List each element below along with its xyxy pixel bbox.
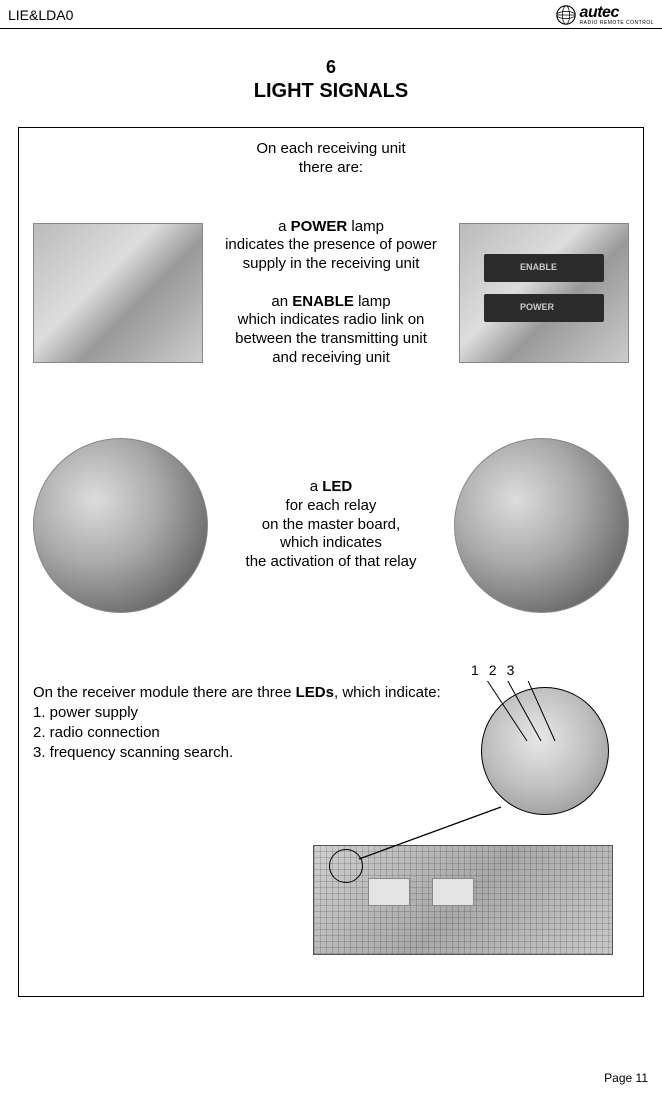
lamps-description: a POWER lamp indicates the presence of p… <box>203 218 459 368</box>
led-pre: a <box>310 478 323 495</box>
enable-pre: an <box>271 293 292 310</box>
led-numbers: 1 2 3 <box>471 661 514 680</box>
chip-2 <box>432 878 474 906</box>
document-id: LIE&LDA0 <box>8 7 73 23</box>
logo: autec RADIO REMOTE CONTROL <box>555 4 654 26</box>
content-box: On each receiving unit there are: a POWE… <box>18 127 644 997</box>
led-l3: which indicates <box>280 534 382 551</box>
recv-post: , which indicate: <box>334 684 441 701</box>
intro-line1: On each receiving unit <box>256 140 405 157</box>
led-image-right <box>454 438 629 613</box>
recv-bold: LEDs <box>296 684 334 701</box>
label-power: POWER <box>520 302 554 312</box>
enable-desc1: which indicates radio link on <box>238 311 425 328</box>
num-1: 1 <box>471 661 479 680</box>
power-word: POWER <box>291 218 348 235</box>
recv-pre: On the receiver module there are three <box>33 684 296 701</box>
enable-desc2: between the transmitting unit <box>235 330 427 347</box>
num-2: 2 <box>489 661 497 680</box>
led-image-left <box>33 438 208 613</box>
power-pre: a <box>278 218 291 235</box>
chapter-title: LIGHT SIGNALS <box>0 80 662 103</box>
enable-post: lamp <box>354 293 391 310</box>
intro-text: On each receiving unit there are: <box>33 140 629 178</box>
label-enable: ENABLE <box>520 262 557 272</box>
lamps-row: a POWER lamp indicates the presence of p… <box>33 218 629 368</box>
globe-icon <box>555 4 577 26</box>
recv-item1: 1. power supply <box>33 704 138 721</box>
num-3: 3 <box>507 661 515 680</box>
led-l4: the activation of that relay <box>246 553 417 570</box>
receiver-text: On the receiver module there are three L… <box>33 683 463 764</box>
zoom-circle <box>481 687 609 815</box>
power-desc2: supply in the receiving unit <box>243 255 420 272</box>
header-bar: LIE&LDA0 autec RADIO REMOTE CONTROL <box>0 0 662 29</box>
led-word: LED <box>322 478 352 495</box>
chapter-number: 6 <box>0 57 662 78</box>
chapter-heading: 6 LIGHT SIGNALS <box>0 57 662 103</box>
led-l2: on the master board, <box>262 516 400 533</box>
receiver-section: 1 2 3 On the receiver module there are t… <box>33 683 629 764</box>
lamps-image-left <box>33 223 203 363</box>
intro-line2: there are: <box>299 159 363 176</box>
enable-word: ENABLE <box>292 293 354 310</box>
led-row: a LED for each relay on the master board… <box>33 438 629 613</box>
led-l1: for each relay <box>286 497 377 514</box>
lamps-image-right: ENABLE POWER <box>459 223 629 363</box>
chip-1 <box>368 878 410 906</box>
recv-item2: 2. radio connection <box>33 724 160 741</box>
recv-item3: 3. frequency scanning search. <box>33 744 233 761</box>
power-post: lamp <box>347 218 384 235</box>
source-circle-icon <box>329 849 363 883</box>
enable-desc3: and receiving unit <box>272 349 390 366</box>
logo-subtext: RADIO REMOTE CONTROL <box>580 20 654 26</box>
led-description: a LED for each relay on the master board… <box>208 478 454 572</box>
power-desc1: indicates the presence of power <box>225 236 437 253</box>
page-number: Page 11 <box>604 1071 648 1085</box>
